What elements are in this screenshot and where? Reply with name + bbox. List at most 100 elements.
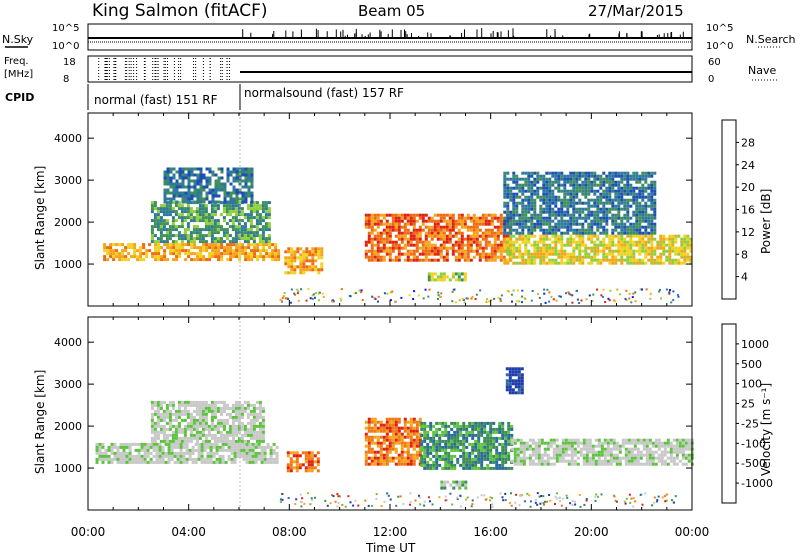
- nsky-tick-top: 10^5: [52, 23, 79, 34]
- data-cell: [542, 234, 546, 238]
- data-cell: [653, 207, 657, 211]
- data-cell: [302, 253, 306, 257]
- data-cell: [521, 210, 525, 214]
- data-cell: [503, 174, 507, 178]
- data-cell: [536, 189, 540, 193]
- scatter-cell: [558, 295, 561, 298]
- power-ylabel: Slant Range [km]: [33, 166, 47, 270]
- data-cell: [310, 451, 314, 455]
- data-cell: [385, 213, 389, 217]
- data-cell: [617, 195, 621, 199]
- data-cell: [617, 252, 621, 256]
- data-cell: [261, 240, 265, 244]
- data-cell: [581, 228, 585, 232]
- data-cell: [243, 409, 247, 413]
- data-cell: [317, 247, 321, 251]
- data-cell: [208, 176, 212, 180]
- data-cell: [403, 459, 407, 463]
- data-cell: [412, 426, 416, 430]
- data-cell: [391, 429, 395, 433]
- data-cell: [548, 210, 552, 214]
- data-cell: [521, 219, 525, 223]
- data-cell: [140, 454, 144, 458]
- data-cell: [391, 432, 395, 436]
- scatter-cell: [317, 299, 320, 302]
- data-cell: [219, 400, 223, 404]
- data-cell: [465, 457, 469, 461]
- data-cell: [536, 240, 540, 244]
- data-cell: [208, 246, 212, 250]
- data-cell: [563, 255, 567, 259]
- data-cell: [563, 204, 567, 208]
- data-cell: [668, 237, 672, 241]
- data-cell: [429, 436, 433, 440]
- data-cell: [298, 463, 302, 467]
- data-cell: [207, 427, 211, 431]
- data-cell: [231, 210, 235, 214]
- data-cell: [317, 268, 321, 272]
- data-cell: [659, 252, 663, 256]
- data-cell: [512, 222, 516, 226]
- data-cell: [510, 466, 514, 470]
- data-cell: [204, 433, 208, 437]
- data-cell: [228, 424, 232, 428]
- data-cell: [385, 231, 389, 235]
- data-cell: [261, 409, 265, 413]
- data-cell: [442, 278, 446, 282]
- data-cell: [213, 412, 217, 416]
- data-cell: [521, 204, 525, 208]
- scatter-cell: [383, 292, 386, 295]
- scatter-cell: [317, 292, 320, 295]
- data-cell: [248, 457, 252, 461]
- data-cell: [484, 258, 488, 262]
- data-cell: [145, 249, 149, 253]
- data-cell: [527, 201, 531, 205]
- data-cell: [436, 258, 440, 262]
- data-cell: [299, 262, 303, 266]
- data-cell: [668, 249, 672, 253]
- scatter-cell: [523, 297, 526, 300]
- data-cell: [483, 439, 487, 443]
- data-cell: [457, 231, 461, 235]
- data-cell: [195, 216, 199, 220]
- data-cell: [252, 427, 256, 431]
- data-cell: [156, 418, 160, 422]
- data-cell: [370, 462, 374, 466]
- data-cell: [214, 243, 218, 247]
- data-cell: [444, 448, 448, 452]
- data-cell: [370, 459, 374, 463]
- data-cell: [545, 222, 549, 226]
- data-cell: [632, 234, 636, 238]
- data-cell: [533, 249, 537, 253]
- data-cell: [527, 198, 531, 202]
- data-cell: [648, 438, 652, 442]
- data-cell: [469, 234, 473, 238]
- data-cell: [295, 460, 299, 464]
- data-cell: [430, 252, 434, 256]
- data-cell: [662, 237, 666, 241]
- data-cell: [426, 445, 430, 449]
- data-cell: [596, 189, 600, 193]
- data-cell: [456, 445, 460, 449]
- data-cell: [172, 176, 176, 180]
- data-cell: [506, 231, 510, 235]
- data-cell: [222, 427, 226, 431]
- data-cell: [150, 237, 154, 241]
- data-cell: [563, 180, 567, 184]
- data-cell: [243, 433, 247, 437]
- data-cell: [489, 421, 493, 425]
- scatter-cell: [592, 293, 595, 296]
- data-cell: [560, 246, 564, 250]
- data-cell: [412, 417, 416, 421]
- data-cell: [320, 262, 324, 266]
- data-cell: [609, 438, 613, 442]
- data-cell: [632, 258, 636, 262]
- data-cell: [509, 252, 513, 256]
- data-cell: [678, 438, 682, 442]
- data-cell: [412, 432, 416, 436]
- data-cell: [429, 463, 433, 467]
- data-cell: [527, 234, 531, 238]
- data-cell: [376, 435, 380, 439]
- data-cell: [232, 197, 236, 201]
- data-cell: [518, 231, 522, 235]
